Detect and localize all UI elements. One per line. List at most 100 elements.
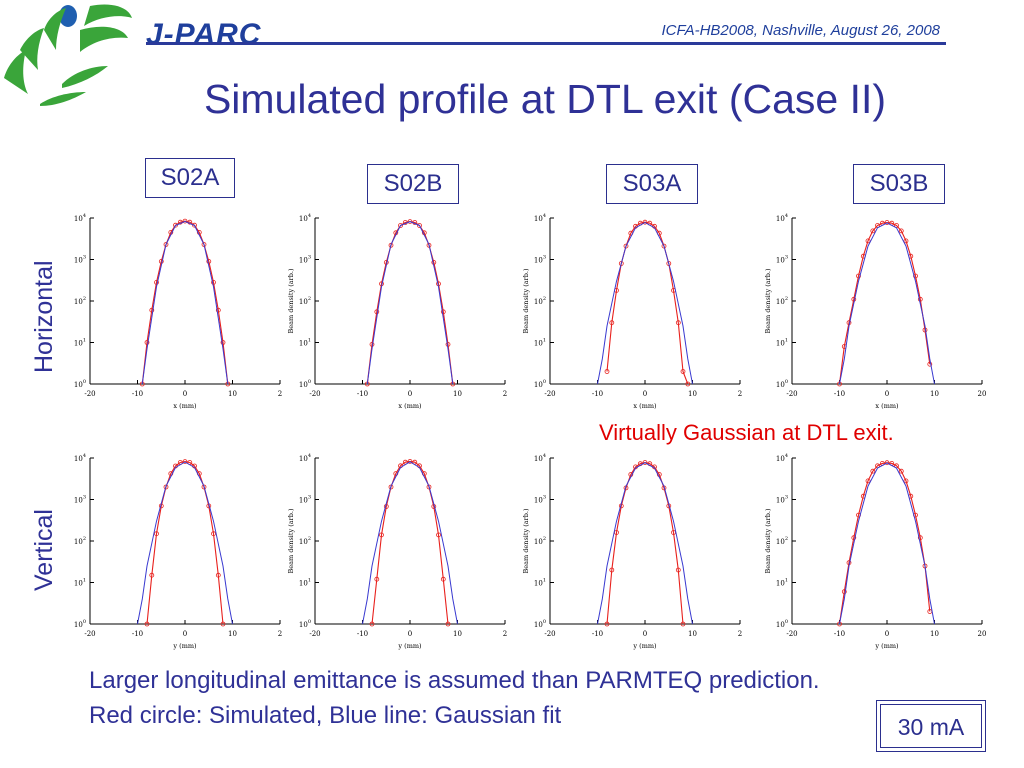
y-tick-label: 102	[776, 536, 788, 546]
y-axis-label: Beam density (arb.)	[522, 508, 530, 573]
x-tick-label: 2	[738, 390, 742, 398]
y-tick-label: 103	[299, 495, 311, 505]
gaussian-fit-line	[362, 461, 458, 625]
x-tick-label: 10	[930, 630, 939, 638]
x-tick-label: 10	[688, 630, 697, 638]
y-axis-label: Beam density (arb.)	[764, 268, 772, 333]
simulated-point	[407, 219, 413, 225]
simulated-point	[201, 484, 207, 490]
y-axis-label: Beam density (arb.)	[764, 508, 772, 573]
x-tick-label: -20	[309, 630, 320, 638]
x-tick-label: 2	[278, 630, 282, 638]
simulated-point	[407, 458, 413, 464]
simulated-point	[220, 340, 226, 345]
y-tick-label: 100	[74, 379, 86, 389]
simulated-line	[371, 460, 449, 625]
y-tick-label: 101	[74, 338, 86, 348]
simulated-line	[606, 461, 684, 625]
x-axis-label: y (mm)	[632, 642, 657, 650]
x-tick-label: -20	[309, 390, 320, 398]
y-tick-label: 100	[299, 619, 311, 629]
y-tick-label: 102	[776, 296, 788, 306]
simulated-point	[623, 243, 629, 249]
simulated-point	[211, 280, 216, 285]
x-tick-label: 20	[978, 390, 987, 398]
logo-leaf-3	[44, 8, 66, 50]
note-emittance: Larger longitudinal emittance is assumed…	[89, 667, 820, 694]
simulated-point	[192, 222, 197, 228]
y-tick-label: 104	[74, 453, 86, 463]
simulated-point	[369, 621, 375, 627]
gaussian-fit-line	[366, 221, 454, 385]
simulated-point	[609, 320, 615, 326]
x-tick-label: -10	[357, 390, 368, 398]
y-tick-label: 103	[74, 255, 86, 265]
gaussian-annotation: Virtually Gaussian at DTL exit.	[599, 420, 894, 445]
plot-horizontal-s03b: 100 101 102 103 104 -20 -10 0 10 20 x (mm) Beam den…	[764, 213, 987, 410]
simulated-point	[379, 532, 384, 538]
simulated-point	[149, 307, 155, 313]
simulated-point	[173, 222, 178, 228]
simulated-point	[426, 484, 432, 490]
simulated-point	[374, 309, 380, 315]
simulated-point	[865, 238, 871, 244]
simulated-line	[838, 221, 931, 385]
y-tick-label: 104	[776, 213, 788, 223]
simulated-point	[870, 468, 876, 474]
simulated-point	[841, 589, 847, 595]
y-axis-label: Beam density (arb.)	[287, 508, 295, 573]
y-tick-label: 102	[74, 296, 86, 306]
jparc-logo	[4, 4, 132, 106]
logo-leaf-2	[80, 26, 128, 52]
logo-leaf-4	[20, 28, 44, 70]
x-tick-label: -20	[544, 630, 555, 638]
simulated-point	[675, 320, 681, 326]
logo-leaf-5	[4, 50, 28, 94]
x-tick-label: -10	[592, 630, 603, 638]
column-label-s03b: S03B	[853, 164, 945, 204]
simulated-point	[154, 280, 159, 285]
simulated-point	[215, 572, 221, 578]
gaussian-fit-line	[839, 462, 935, 625]
x-axis-label: x (mm)	[633, 402, 657, 410]
x-tick-label: -20	[84, 630, 95, 638]
y-tick-label: 100	[776, 379, 788, 389]
simulated-line	[146, 461, 224, 625]
y-tick-label: 103	[534, 255, 546, 265]
slide-title: Simulated profile at DTL exit (Case II)	[203, 76, 887, 122]
x-tick-label: -10	[834, 390, 845, 398]
x-axis-label: x (mm)	[398, 402, 422, 410]
x-tick-label: 10	[228, 390, 237, 398]
simulated-point	[884, 220, 890, 225]
column-label-s02a: S02A	[145, 158, 235, 198]
x-tick-label: 0	[885, 390, 889, 398]
y-tick-label: 101	[74, 578, 86, 588]
conference-label: ICFA-HB2008, Nashville, August 26, 2008	[661, 22, 940, 39]
x-tick-label: 10	[453, 630, 462, 638]
x-tick-label: 2	[503, 630, 507, 638]
x-axis-label: y (mm)	[172, 642, 197, 650]
simulated-point	[426, 242, 432, 248]
x-axis-label: y (mm)	[397, 642, 422, 650]
x-tick-label: 0	[643, 630, 647, 638]
simulated-point	[206, 259, 212, 264]
simulated-line	[838, 462, 931, 625]
logo-leaf-6	[40, 92, 86, 106]
x-tick-label: 0	[643, 390, 647, 398]
y-tick-label: 104	[534, 213, 546, 223]
simulated-point	[144, 340, 150, 345]
simulated-point	[856, 273, 861, 279]
x-tick-label: 0	[408, 390, 412, 398]
x-axis-label: y (mm)	[874, 642, 899, 650]
column-label-s03a: S03A	[606, 164, 698, 204]
simulated-point	[436, 532, 441, 538]
simulated-point	[211, 531, 216, 537]
y-tick-label: 100	[534, 379, 546, 389]
x-tick-label: 0	[183, 630, 187, 638]
brand-wordmark: J-PARC	[146, 18, 262, 51]
